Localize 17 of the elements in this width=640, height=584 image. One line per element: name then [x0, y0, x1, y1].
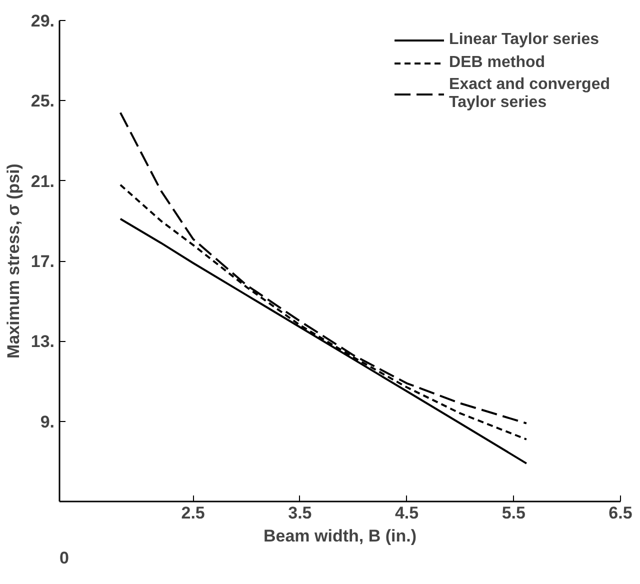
x-tick-label: 6.5 — [608, 504, 632, 522]
y-axis-title: Maximum stress, σ (psi) — [4, 164, 23, 358]
x-tick-label: 4.5 — [394, 504, 419, 522]
x-axis-title: Beam width, B (in.) — [264, 526, 416, 546]
y-tick-label: 17. — [30, 252, 55, 271]
text: 0 — [60, 548, 69, 568]
y-tick-label: 21. — [30, 172, 55, 191]
y-tick-label: 25. — [30, 92, 55, 111]
legend-label: Exact and converged Taylor series — [449, 76, 610, 112]
x-tick-label: 2.5 — [181, 504, 205, 522]
y-tick-label: 13. — [30, 332, 55, 352]
x-tick-label: 5.5 — [502, 504, 526, 522]
y-tick-label: 29. — [30, 12, 55, 30]
x-tick-label: 3.5 — [288, 504, 312, 522]
legend-label: Linear Taylor series — [449, 31, 600, 49]
legend-label: DEB method — [449, 54, 546, 72]
y-tick-label: 9. — [40, 412, 55, 432]
